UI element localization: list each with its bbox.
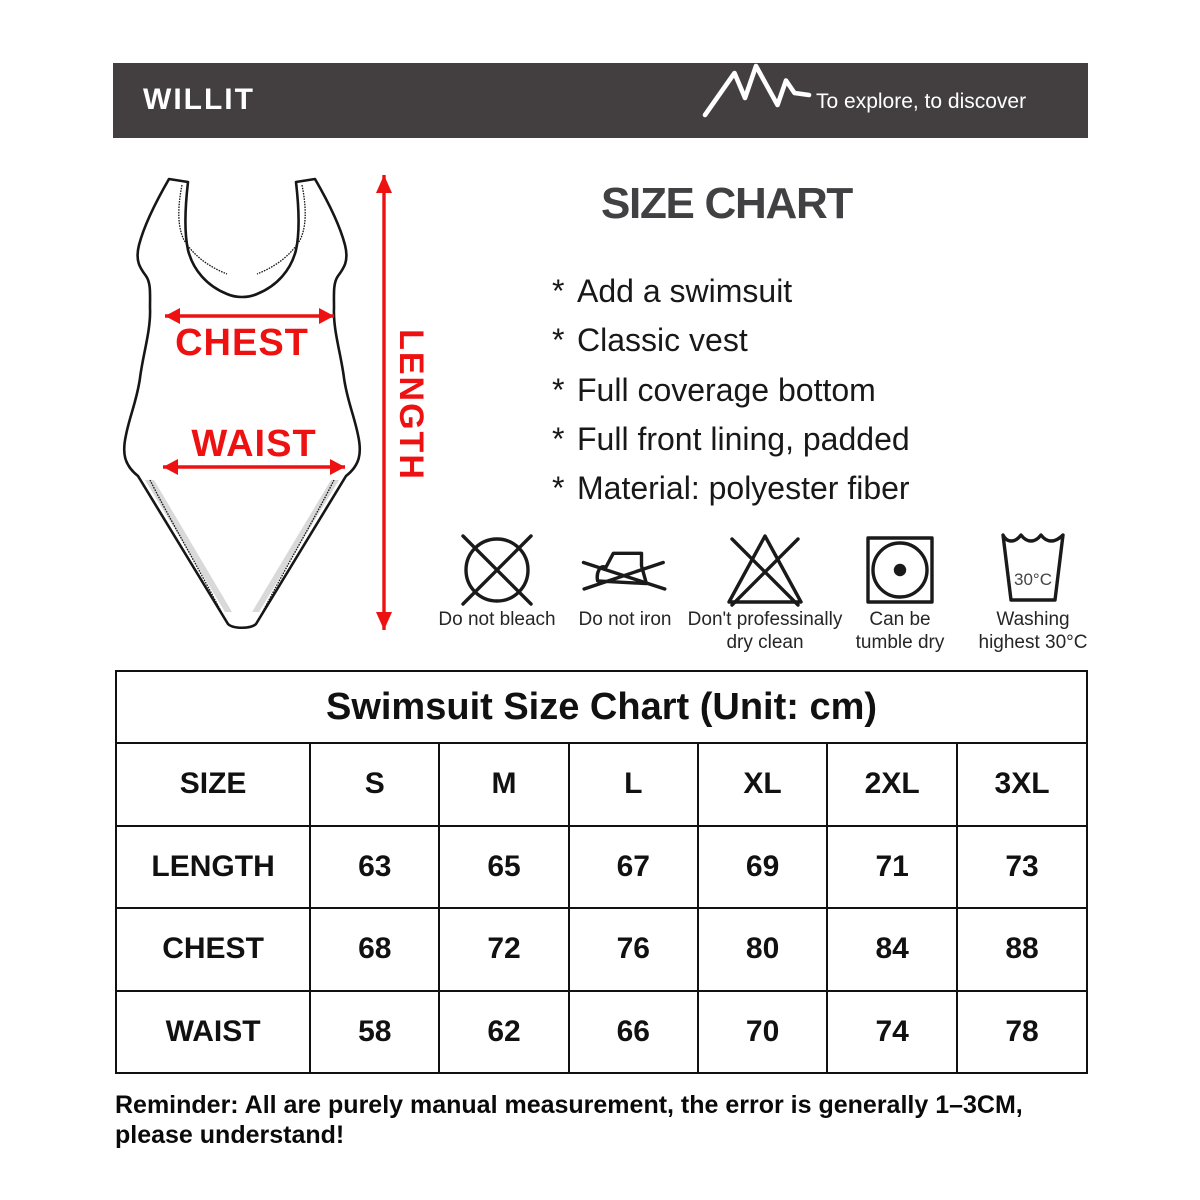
svg-text:LENGTH: LENGTH: [392, 329, 430, 481]
svg-text:Do not iron: Do not iron: [579, 609, 672, 630]
svg-text:highest 30°C: highest 30°C: [979, 632, 1088, 653]
svg-text:Can be: Can be: [869, 609, 930, 630]
svg-text:30°C: 30°C: [1014, 570, 1052, 589]
svg-text:CHEST: CHEST: [175, 322, 309, 364]
svg-text:Don't professinally: Don't professinally: [688, 609, 843, 630]
svg-text:Do not bleach: Do not bleach: [438, 609, 555, 630]
svg-text:Washing: Washing: [996, 609, 1069, 630]
svg-text:dry clean: dry clean: [726, 632, 803, 653]
svg-text:WAIST: WAIST: [191, 423, 316, 465]
svg-text:tumble dry: tumble dry: [856, 632, 945, 653]
